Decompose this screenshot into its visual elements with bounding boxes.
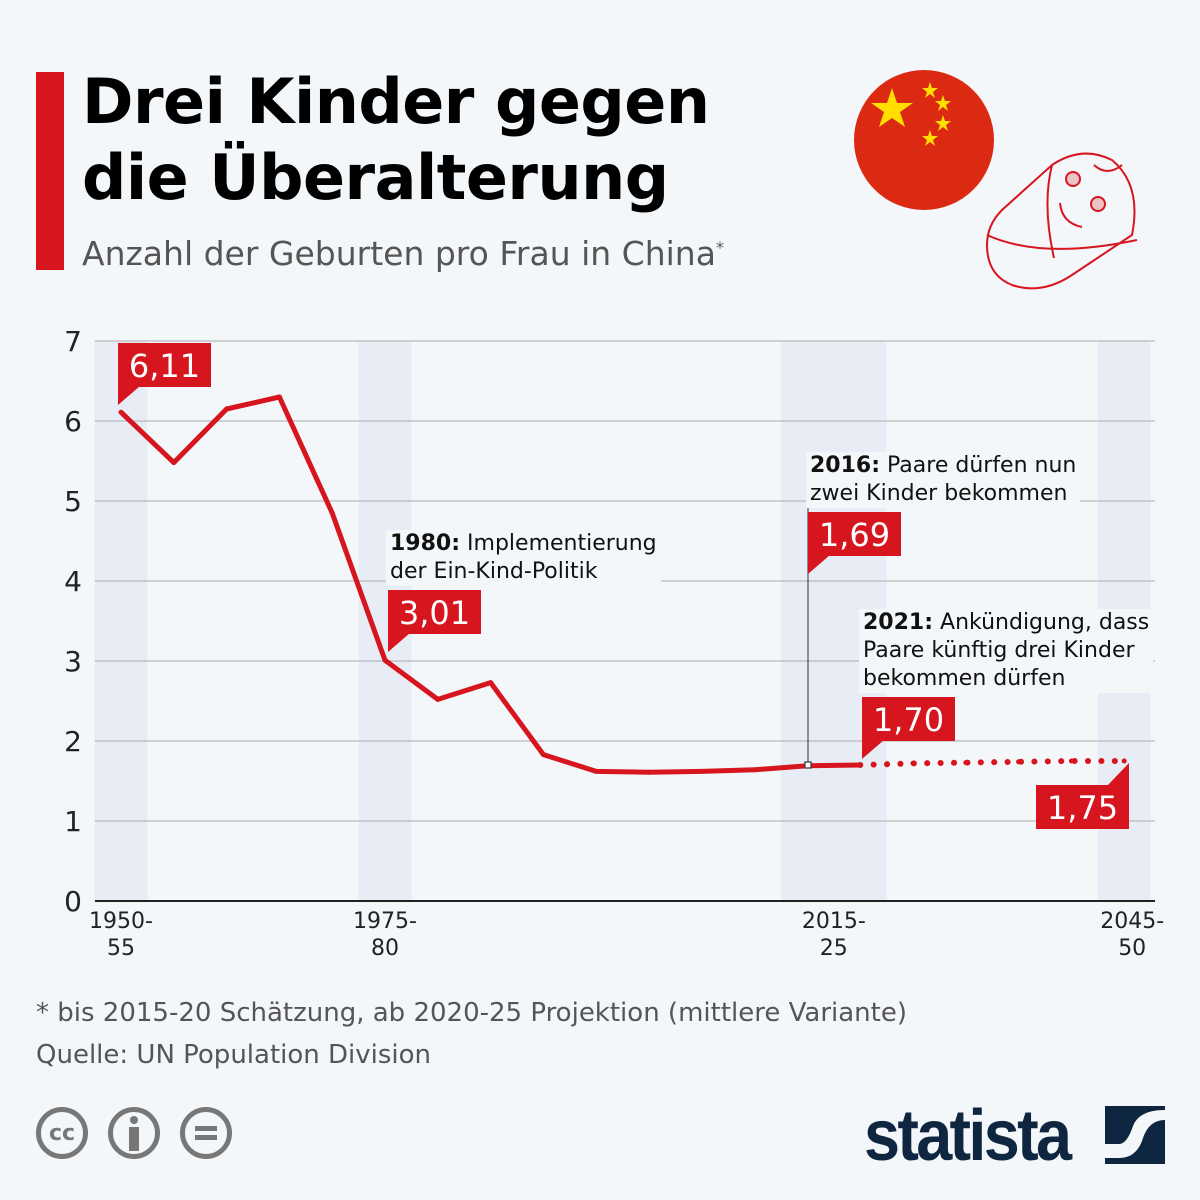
data-point	[118, 409, 124, 415]
annotation-text: der Ein-Kind-Politik	[390, 559, 598, 584]
annotation-text: Ankündigung, dass	[940, 610, 1150, 635]
title-line-2: die Überalterung	[82, 141, 669, 214]
annotation-year: 2016:	[810, 453, 881, 478]
data-label-text: 1,70	[873, 701, 944, 739]
data-label-text: 6,11	[129, 347, 200, 385]
data-point	[276, 394, 282, 400]
china-flag-icon	[854, 70, 994, 210]
annotation-text: Paare künftig drei Kinder	[863, 638, 1135, 663]
x-tick-label: 1950-	[89, 909, 153, 934]
y-tick-label: 3	[64, 645, 82, 678]
statista-logo-icon	[1105, 1106, 1165, 1164]
data-label-text: 1,75	[1047, 789, 1118, 827]
data-label: 3,01	[388, 590, 481, 652]
annotation-year: 1980:	[390, 531, 461, 556]
data-label: 1,69	[808, 512, 901, 574]
data-label-pointer	[808, 555, 830, 574]
title-line-1: Drei Kinder gegen	[82, 65, 710, 138]
data-label-box	[388, 590, 481, 634]
data-point	[224, 406, 230, 412]
period-band	[94, 341, 148, 901]
y-tick-label: 2	[64, 725, 82, 758]
x-tick-label: 2015-	[802, 909, 866, 934]
annotation-text: zwei Kinder bekommen	[810, 481, 1068, 506]
y-tick-label: 6	[64, 405, 82, 438]
source: Quelle: UN Population Division	[36, 1040, 432, 1070]
data-label-box	[1036, 785, 1129, 829]
data-point	[752, 767, 758, 773]
noderivs-icon[interactable]	[180, 1107, 232, 1159]
y-tick-label: 7	[64, 325, 82, 358]
data-label: 1,70	[862, 697, 955, 759]
data-point	[699, 768, 705, 774]
footnote-note: * bis 2015-20 Schätzung, ab 2020-25 Proj…	[36, 998, 907, 1028]
data-label-text: 3,01	[399, 594, 470, 632]
data-point	[963, 760, 969, 766]
x-tick-label: 50	[1118, 936, 1146, 961]
x-tick-label: 80	[371, 936, 399, 961]
data-label-box	[118, 343, 211, 387]
data-point	[646, 769, 652, 775]
data-point	[329, 510, 335, 516]
footnote: * bis 2015-20 Schätzung, ab 2020-25 Proj…	[36, 992, 907, 1076]
data-point	[435, 696, 441, 702]
x-tick-label: 1975-	[353, 909, 417, 934]
x-tick-label: 2045-	[1100, 909, 1164, 934]
y-tick-label: 0	[64, 885, 82, 918]
data-label: 6,11	[118, 343, 211, 405]
data-label-pointer	[862, 740, 884, 759]
data-point	[910, 760, 916, 766]
annotation-2021: 2021: Ankündigung, dass Paare künftig dr…	[859, 609, 1154, 693]
annotation-text: Implementierung	[467, 531, 657, 556]
data-point	[171, 460, 177, 466]
annotation-text: bekommen dürfen	[863, 666, 1066, 691]
data-label: 1,75	[1036, 763, 1129, 829]
data-label-pointer	[1107, 763, 1129, 786]
y-tick-label: 1	[64, 805, 82, 838]
subtitle-marker: *	[715, 238, 724, 257]
data-label-text: 1,69	[819, 516, 890, 554]
data-point	[857, 762, 863, 768]
annotation-2016: 2016: Paare dürfen nun zwei Kinder bekom…	[806, 452, 1081, 508]
y-tick-label: 4	[64, 565, 82, 598]
y-tick-label: 5	[64, 485, 82, 518]
attribution-icon[interactable]	[108, 1107, 160, 1159]
cc-icon[interactable]: cc	[36, 1107, 88, 1159]
data-point	[593, 768, 599, 774]
data-point	[1016, 759, 1022, 765]
line-chart: 0 1 2 3 4 5 6 7 1950-55 1975-80 2015-25 2045-50 6,11…	[64, 325, 1164, 961]
subtitle: Anzahl der Geburten pro Frau in China*	[82, 234, 724, 273]
data-point	[1121, 758, 1127, 764]
series-line-projection	[857, 758, 1128, 768]
data-point	[540, 752, 546, 758]
annotation-marker	[804, 761, 812, 769]
data-point	[1068, 758, 1074, 764]
annotation-year: 2021:	[863, 610, 934, 635]
data-label-box	[862, 697, 955, 741]
accent-bar	[36, 72, 64, 270]
x-tick-label: 55	[107, 936, 135, 961]
page-title: Drei Kinder gegen die Überalterung	[82, 64, 710, 216]
data-label-pointer	[388, 633, 410, 652]
x-tick-label: 25	[820, 936, 848, 961]
annotation-text: Paare dürfen nun	[887, 453, 1077, 478]
statista-logo[interactable]: statista	[864, 1096, 1072, 1176]
baby-icon	[985, 152, 1138, 290]
data-point	[382, 657, 388, 663]
data-label-pointer	[118, 386, 140, 405]
annotation-1980: 1980: Implementierung der Ein-Kind-Polit…	[386, 530, 661, 586]
subtitle-text: Anzahl der Geburten pro Frau in China	[82, 234, 716, 273]
data-point	[488, 680, 494, 686]
data-label-box	[808, 512, 901, 556]
